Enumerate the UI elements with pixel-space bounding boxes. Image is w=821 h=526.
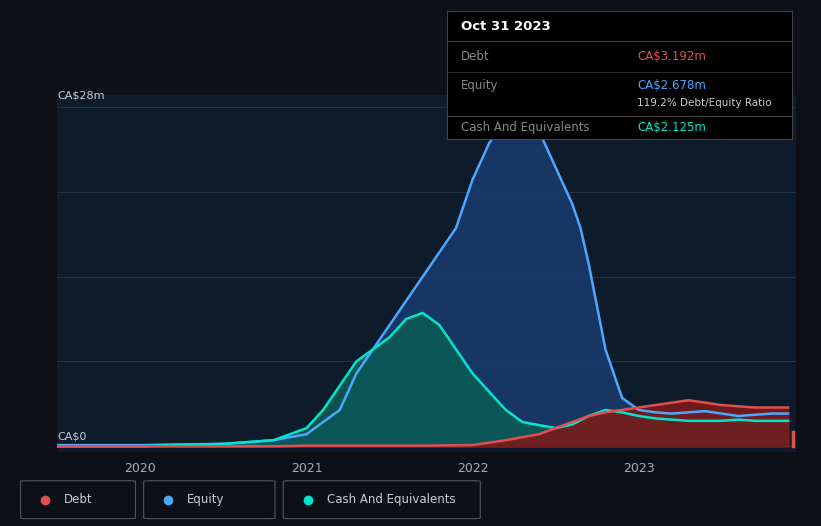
Text: Equity: Equity (461, 79, 498, 92)
Text: Debt: Debt (461, 50, 490, 64)
Text: CA$28m: CA$28m (57, 91, 105, 101)
Text: Cash And Equivalents: Cash And Equivalents (461, 122, 589, 134)
Text: 119.2% Debt/Equity Ratio: 119.2% Debt/Equity Ratio (637, 98, 772, 108)
Text: CA$3.192m: CA$3.192m (637, 50, 706, 64)
Text: Equity: Equity (187, 493, 225, 506)
Text: Oct 31 2023: Oct 31 2023 (461, 20, 551, 33)
Text: Debt: Debt (64, 493, 93, 506)
Text: CA$2.678m: CA$2.678m (637, 79, 706, 92)
Text: Cash And Equivalents: Cash And Equivalents (327, 493, 456, 506)
Text: CA$2.125m: CA$2.125m (637, 122, 706, 134)
Text: CA$0: CA$0 (57, 431, 87, 441)
